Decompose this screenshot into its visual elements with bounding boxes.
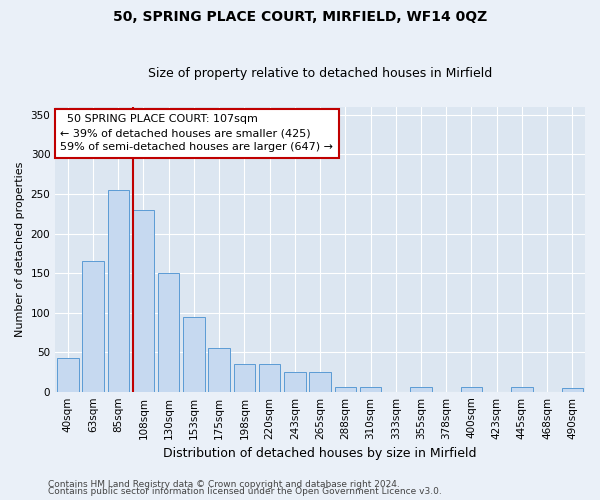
Bar — [133, 210, 154, 392]
Bar — [82, 261, 104, 392]
Bar — [233, 364, 255, 392]
Bar — [208, 348, 230, 392]
Bar — [461, 387, 482, 392]
Y-axis label: Number of detached properties: Number of detached properties — [15, 162, 25, 337]
Bar — [284, 372, 305, 392]
Text: Contains HM Land Registry data © Crown copyright and database right 2024.: Contains HM Land Registry data © Crown c… — [48, 480, 400, 489]
Bar — [562, 388, 583, 392]
Bar — [158, 273, 179, 392]
Title: Size of property relative to detached houses in Mirfield: Size of property relative to detached ho… — [148, 66, 492, 80]
Bar — [360, 387, 381, 392]
Bar — [410, 387, 432, 392]
Text: 50 SPRING PLACE COURT: 107sqm
← 39% of detached houses are smaller (425)
59% of : 50 SPRING PLACE COURT: 107sqm ← 39% of d… — [61, 114, 334, 152]
Text: Contains public sector information licensed under the Open Government Licence v3: Contains public sector information licen… — [48, 488, 442, 496]
X-axis label: Distribution of detached houses by size in Mirfield: Distribution of detached houses by size … — [163, 447, 477, 460]
Bar — [183, 316, 205, 392]
Bar — [310, 372, 331, 392]
Bar — [335, 387, 356, 392]
Bar — [259, 364, 280, 392]
Text: 50, SPRING PLACE COURT, MIRFIELD, WF14 0QZ: 50, SPRING PLACE COURT, MIRFIELD, WF14 0… — [113, 10, 487, 24]
Bar — [107, 190, 129, 392]
Bar — [511, 387, 533, 392]
Bar — [57, 358, 79, 392]
